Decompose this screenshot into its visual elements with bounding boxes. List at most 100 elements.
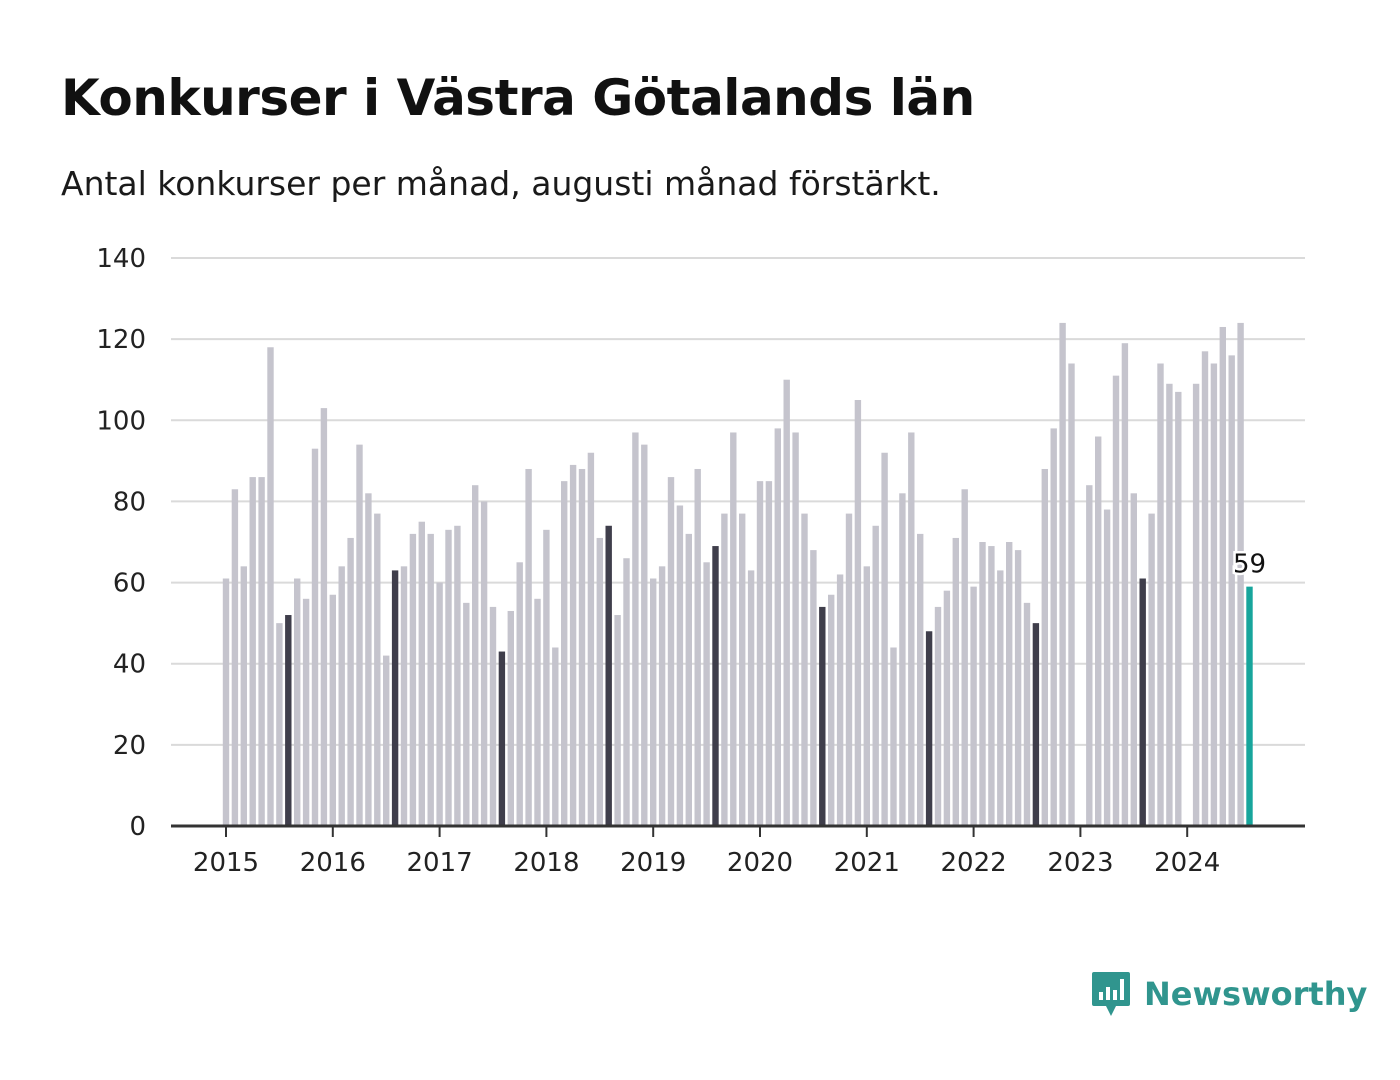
bar	[383, 655, 390, 826]
y-tick-label: 120	[96, 325, 146, 355]
bar	[765, 481, 773, 826]
bar	[294, 578, 301, 826]
bar	[1210, 363, 1218, 826]
bar	[356, 444, 363, 826]
bar	[952, 537, 959, 826]
bar	[899, 493, 906, 826]
bar	[534, 598, 541, 826]
bar	[979, 542, 986, 826]
bar	[276, 623, 283, 826]
bar	[311, 448, 319, 826]
bar	[792, 432, 799, 826]
bar	[685, 533, 692, 826]
bar	[1006, 542, 1013, 826]
bar-series	[222, 322, 1253, 826]
bar	[845, 513, 853, 826]
x-tick-label: 2017	[407, 848, 473, 878]
bar	[587, 452, 595, 826]
bar	[1050, 428, 1057, 826]
bar	[365, 493, 372, 826]
bar	[374, 513, 381, 826]
bar	[302, 598, 310, 826]
bar	[543, 529, 550, 826]
bar	[1014, 550, 1022, 826]
bar-august	[605, 525, 612, 826]
bar	[943, 590, 951, 826]
bar	[997, 570, 1004, 826]
x-axis: 2015 2016 2017 2018 2019 2020 2021 2022 2023 2024	[171, 824, 1305, 878]
bar	[249, 477, 256, 826]
bar	[445, 529, 452, 826]
bar	[418, 521, 425, 826]
bar	[917, 533, 924, 826]
bar	[836, 574, 844, 826]
bar	[1041, 468, 1048, 826]
bar	[881, 452, 888, 826]
bar	[561, 481, 568, 826]
bar	[641, 444, 648, 826]
brand-logo: Newsworthy	[1090, 970, 1367, 1018]
bar	[1068, 363, 1075, 826]
bar	[908, 432, 915, 826]
bar	[1228, 355, 1235, 826]
bar	[578, 468, 586, 826]
bar	[756, 481, 764, 826]
bar	[810, 550, 817, 826]
bar	[1023, 602, 1031, 826]
bar	[427, 533, 434, 826]
bar	[1148, 513, 1155, 826]
bar	[828, 594, 835, 826]
bar-august	[285, 615, 292, 826]
bar	[801, 513, 808, 826]
bar	[516, 562, 523, 826]
bar	[472, 485, 479, 826]
y-axis: 0 20 40 60 80 100 120 140	[96, 244, 146, 842]
x-tick-label: 2024	[1154, 848, 1220, 878]
bar	[721, 513, 728, 826]
bar	[454, 525, 461, 826]
bar-august	[712, 546, 719, 826]
bar	[676, 505, 684, 826]
bar	[507, 610, 514, 826]
y-tick-label: 0	[129, 812, 146, 842]
brand-name: Newsworthy	[1144, 975, 1368, 1013]
bar	[596, 537, 603, 826]
bar	[240, 566, 247, 826]
bar	[338, 566, 345, 826]
bar	[436, 582, 443, 826]
chart-subtitle: Antal konkurser per månad, augusti månad…	[61, 164, 941, 203]
latest-value-label: 59	[1233, 550, 1266, 580]
bar-latest	[1246, 586, 1253, 826]
bar	[1059, 322, 1066, 826]
bar	[614, 615, 621, 826]
x-tick-label: 2021	[834, 848, 900, 878]
bar	[329, 594, 336, 826]
bar	[1237, 322, 1244, 826]
bar	[552, 647, 559, 826]
bar	[569, 464, 577, 826]
bar	[1086, 485, 1093, 826]
bar	[774, 428, 781, 826]
bar	[1201, 351, 1209, 826]
bar	[650, 578, 657, 826]
bar	[1219, 326, 1226, 826]
y-tick-label: 20	[113, 731, 146, 761]
bar	[667, 477, 675, 826]
bar	[863, 566, 870, 826]
bar-august	[925, 631, 933, 826]
bar	[1175, 391, 1182, 826]
bar	[1192, 383, 1200, 826]
x-tick-label: 2018	[513, 848, 579, 878]
bar	[222, 578, 230, 826]
data-labels: 59	[1230, 547, 1268, 582]
bar	[267, 347, 274, 826]
x-tick-label: 2020	[727, 848, 793, 878]
bar	[632, 432, 639, 826]
bar	[320, 408, 328, 826]
bar	[489, 606, 497, 826]
y-tick-label: 80	[113, 487, 146, 517]
bar	[658, 566, 666, 826]
bar-august	[1032, 623, 1040, 826]
x-tick-label: 2015	[193, 848, 259, 878]
